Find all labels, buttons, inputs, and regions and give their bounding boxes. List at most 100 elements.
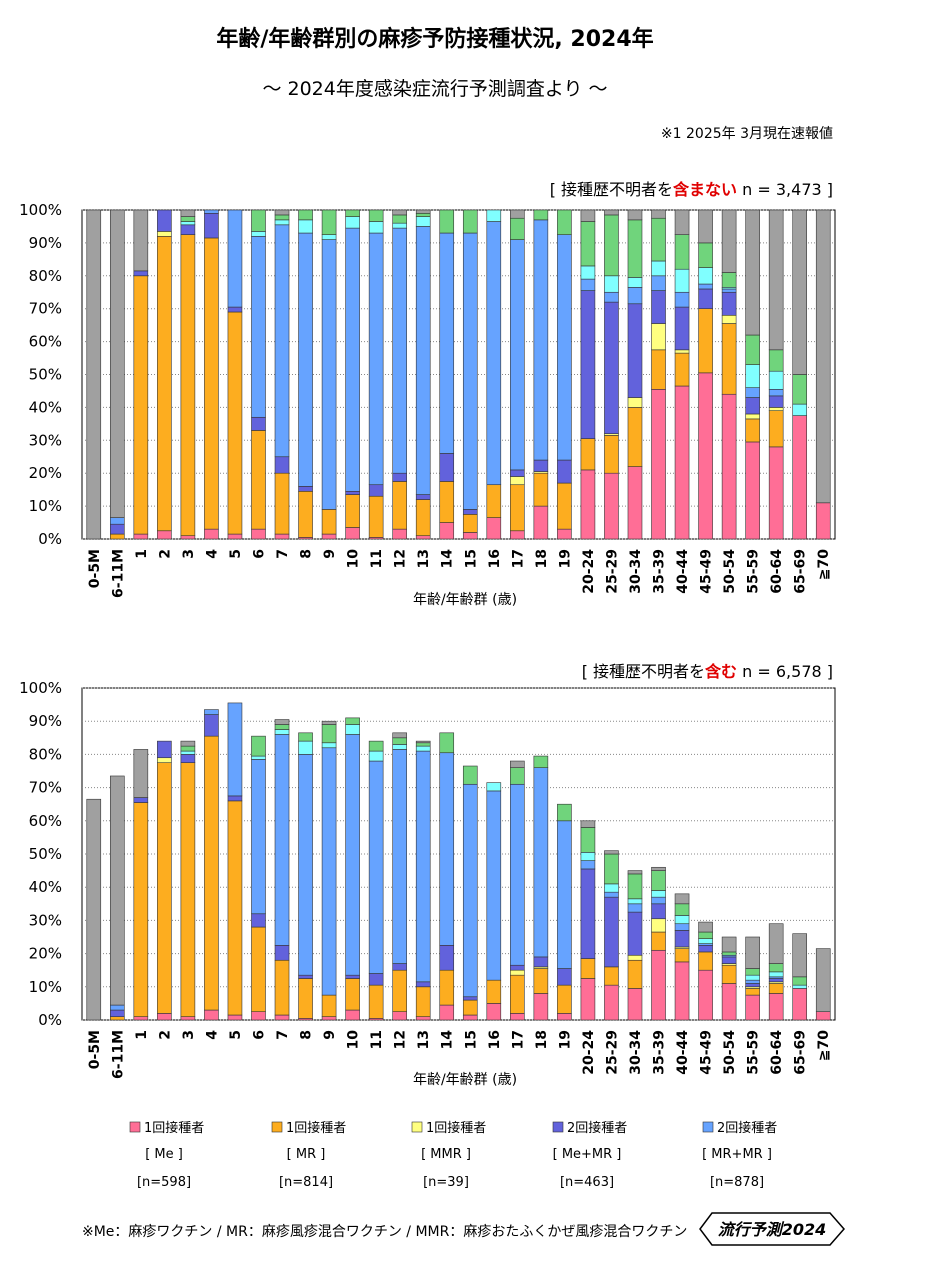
bar-segment bbox=[274, 472, 290, 535]
bar-segment bbox=[345, 974, 360, 979]
bar-segment bbox=[109, 1009, 125, 1017]
bar-segment bbox=[157, 231, 172, 237]
bar-segment bbox=[580, 860, 596, 870]
bar-segment bbox=[627, 303, 643, 398]
bar-segment bbox=[133, 275, 149, 535]
bar-segment bbox=[462, 996, 478, 1001]
bar-segment bbox=[768, 370, 784, 390]
bar-segment bbox=[157, 762, 172, 1014]
bar-segment bbox=[274, 219, 290, 226]
x-tick-label: 65-69 bbox=[793, 549, 809, 594]
bar-segment bbox=[721, 393, 737, 540]
bar-segment bbox=[745, 988, 760, 996]
bar-segment bbox=[133, 209, 149, 272]
bar-segment bbox=[674, 209, 690, 235]
x-tick-label: 7 bbox=[275, 549, 291, 559]
bar-segment bbox=[674, 903, 690, 916]
bar-segment bbox=[721, 956, 737, 964]
bar-segment bbox=[345, 209, 360, 217]
y-tick-label: 90% bbox=[29, 234, 62, 252]
bar-segment bbox=[109, 523, 125, 535]
bar-segment bbox=[651, 896, 666, 905]
bar-segment bbox=[580, 820, 596, 828]
bar-segment bbox=[651, 290, 666, 324]
bar-segment bbox=[345, 734, 360, 976]
bar-segment bbox=[415, 212, 431, 217]
bar-segment bbox=[180, 754, 196, 764]
bar-segment bbox=[768, 407, 784, 411]
bar-segment bbox=[439, 232, 455, 454]
x-tick-label: 60-64 bbox=[769, 1030, 785, 1075]
bar-segment bbox=[580, 221, 596, 267]
bar-segment bbox=[298, 486, 313, 492]
bar-segment bbox=[792, 984, 808, 989]
bar-segment bbox=[533, 209, 549, 221]
bar-segment bbox=[792, 988, 808, 1021]
bar-segment bbox=[321, 1016, 337, 1021]
bar-segment bbox=[627, 870, 643, 875]
bar-segment bbox=[133, 797, 149, 803]
x-tick-label: 16 bbox=[487, 549, 503, 568]
legend-vaccine: [ MMR ] bbox=[421, 1147, 471, 1162]
x-tick-label: 2 bbox=[157, 549, 173, 559]
x-tick-label: 60-64 bbox=[769, 549, 785, 594]
bar-segment bbox=[180, 750, 196, 755]
bar-segment bbox=[345, 724, 360, 735]
bar-segment bbox=[368, 221, 384, 234]
bar-segment bbox=[392, 749, 407, 964]
bar-segment bbox=[580, 265, 596, 280]
bar-segment bbox=[392, 963, 407, 971]
bar-segment bbox=[768, 978, 784, 983]
bar-segment bbox=[204, 528, 219, 540]
bar-segment bbox=[415, 740, 431, 744]
bar-segment bbox=[604, 301, 619, 435]
x-tick-label: 35-39 bbox=[652, 1030, 668, 1075]
bar-segment bbox=[627, 959, 643, 989]
bar-segment bbox=[462, 783, 478, 998]
bar-segment bbox=[698, 969, 713, 1021]
bar-segment bbox=[604, 891, 619, 898]
bar-segment bbox=[109, 1016, 125, 1021]
bar-segment bbox=[368, 232, 384, 486]
legend-swatch bbox=[552, 1121, 564, 1133]
bar-segment bbox=[298, 732, 313, 742]
bar-segment bbox=[274, 719, 290, 725]
bar-segment bbox=[180, 535, 196, 540]
bar-segment bbox=[768, 971, 784, 978]
x-tick-label: 5 bbox=[228, 549, 244, 559]
bar-segment bbox=[674, 930, 690, 948]
x-tick-label: 0-5M bbox=[87, 549, 103, 588]
bar-segment bbox=[486, 979, 502, 1004]
bar-segment bbox=[557, 803, 572, 822]
x-tick-label: 9 bbox=[322, 1030, 338, 1040]
bar-segment bbox=[674, 352, 690, 387]
bar-segment bbox=[227, 1014, 243, 1021]
x-tick-label: 11 bbox=[369, 1030, 385, 1049]
bar-segment bbox=[627, 911, 643, 956]
bar-segment bbox=[321, 234, 337, 240]
bar-segment bbox=[392, 737, 407, 745]
bar-segment bbox=[627, 277, 643, 288]
bar-segment bbox=[698, 288, 713, 309]
bar-segment bbox=[368, 495, 384, 538]
bar-segment bbox=[510, 476, 525, 486]
bar-segment bbox=[674, 234, 690, 270]
bar-segment bbox=[439, 209, 455, 234]
bar-segment bbox=[768, 993, 784, 1021]
bar-segment bbox=[721, 936, 737, 953]
bar-segment bbox=[674, 893, 690, 905]
bar-segment bbox=[604, 984, 619, 1021]
bar-segment bbox=[768, 983, 784, 994]
bar-segment bbox=[580, 290, 596, 439]
bar-segment bbox=[368, 740, 384, 752]
bar-segment bbox=[721, 209, 737, 273]
bar-segment bbox=[745, 364, 760, 388]
bar-segment bbox=[274, 533, 290, 540]
y-tick-label: 20% bbox=[29, 945, 62, 963]
bar-segment bbox=[439, 1004, 455, 1021]
bar-segment bbox=[651, 918, 666, 933]
x-tick-label: 10 bbox=[346, 549, 362, 569]
bar-segment bbox=[792, 374, 808, 405]
bar-segment bbox=[533, 993, 549, 1021]
bar-segment bbox=[745, 387, 760, 398]
